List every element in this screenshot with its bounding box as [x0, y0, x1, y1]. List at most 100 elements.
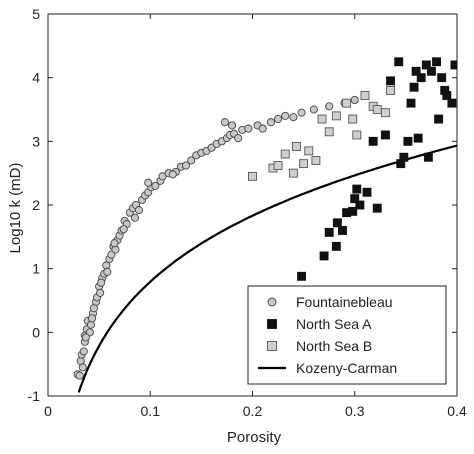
- data-marks: [73, 57, 457, 393]
- north-sea-a-point: [380, 130, 390, 140]
- north-sea-b-point: [299, 159, 309, 169]
- fountainebleau-point: [325, 102, 334, 111]
- north-sea-a-point: [394, 57, 404, 67]
- north-sea-a-point: [447, 98, 457, 108]
- north-sea-b-point: [331, 111, 341, 121]
- fountainebleau-point: [130, 213, 139, 222]
- north-sea-b-point: [380, 108, 390, 118]
- north-sea-a-point: [437, 73, 447, 83]
- north-sea-b-point: [324, 127, 334, 137]
- legend-label: North Sea B: [296, 338, 372, 354]
- fountainebleau-point: [258, 124, 267, 133]
- kozeny-carman-curve: [77, 144, 457, 393]
- north-sea-a-point: [413, 133, 423, 143]
- y-tick-label: 3: [32, 133, 40, 149]
- fountainebleau-point: [297, 108, 306, 117]
- fountainebleau-point: [134, 206, 144, 215]
- fountainebleau-point: [181, 161, 191, 170]
- north-sea-a-point: [411, 66, 421, 76]
- fountainebleau-point: [87, 314, 97, 323]
- x-tick-label: 0.4: [447, 403, 467, 419]
- north-sea-b-point: [342, 98, 352, 108]
- y-tick-label: 1: [32, 261, 40, 277]
- north-sea-b-point: [386, 85, 395, 95]
- fountainebleau-point: [266, 118, 275, 127]
- legend-label: North Sea A: [296, 316, 372, 332]
- north-sea-a-point: [355, 200, 365, 210]
- north-sea-a-point: [368, 136, 378, 146]
- north-sea-a-point: [432, 57, 441, 67]
- north-sea-a-point: [324, 227, 334, 237]
- x-tick-label: 0: [44, 403, 52, 419]
- legend: Fountainebleau North Sea A North Sea B Koze…: [247, 285, 447, 385]
- north-sea-a-point: [348, 206, 358, 216]
- fountainebleau-point: [78, 363, 87, 372]
- north-sea-a-point: [434, 114, 444, 124]
- north-sea-b-point: [348, 114, 358, 124]
- fountainebleau-point: [158, 172, 167, 181]
- fountainebleau-point: [220, 118, 229, 127]
- fountainebleau-point: [96, 288, 105, 297]
- fountainebleau-point: [227, 121, 237, 130]
- north-sea-b-point: [372, 105, 382, 114]
- fountainebleau-point: [79, 347, 88, 356]
- fountainebleau-point: [168, 170, 177, 179]
- north-sea-a-point: [338, 226, 347, 235]
- north-sea-b-point: [248, 171, 257, 181]
- north-sea-b-point: [273, 161, 283, 170]
- north-sea-b-point: [311, 155, 321, 165]
- y-tick-label: 4: [32, 70, 40, 86]
- fountainebleau-point: [110, 239, 119, 248]
- north-sea-a-point: [409, 82, 419, 92]
- legend-marker: [267, 341, 277, 351]
- north-sea-a-point: [362, 187, 372, 197]
- legend-label: Kozeny-Carman: [296, 360, 397, 376]
- north-sea-b-point: [317, 114, 327, 124]
- north-sea-a-point: [332, 218, 342, 228]
- north-sea-a-point: [331, 241, 341, 251]
- north-sea-a-point: [423, 152, 433, 162]
- fountainebleau-point: [75, 371, 84, 380]
- fountainebleau-point: [309, 105, 318, 114]
- north-sea-a-point: [421, 60, 431, 70]
- fountainebleau-point: [289, 113, 298, 122]
- fountainebleau-point: [151, 181, 160, 190]
- north-sea-b-point: [352, 130, 362, 140]
- fountainebleau-point: [244, 124, 253, 133]
- legend-marker: [267, 297, 277, 307]
- legend-label: Fountainebleau: [296, 294, 393, 310]
- north-sea-a-point: [403, 136, 413, 146]
- y-tick-label: 5: [32, 6, 40, 22]
- north-sea-b-point: [360, 91, 370, 100]
- fountainebleau-point: [187, 156, 196, 165]
- y-tick-label: 0: [32, 324, 40, 340]
- fountainebleau-point: [350, 95, 359, 104]
- fountainebleau-point: [81, 333, 90, 342]
- north-sea-a-point: [386, 76, 395, 86]
- y-axis-label: Log10 k (mD): [7, 163, 24, 254]
- north-sea-a-point: [426, 66, 436, 76]
- north-sea-a-point: [416, 73, 426, 83]
- x-tick-label: 0.1: [141, 403, 161, 419]
- north-sea-b-point: [304, 146, 314, 156]
- north-sea-a-point: [442, 91, 452, 100]
- fountainebleau-point: [97, 278, 106, 287]
- north-sea-b-point: [280, 149, 290, 159]
- x-axis-label: Porosity: [227, 429, 282, 446]
- fountainebleau-point: [103, 267, 112, 276]
- north-sea-a-point: [319, 251, 329, 261]
- north-sea-b-point: [288, 168, 298, 178]
- y-tick-label: -1: [28, 388, 41, 404]
- north-sea-a-point: [297, 271, 307, 281]
- fountainebleau-point: [234, 134, 243, 143]
- fountainebleau-point: [119, 225, 128, 234]
- north-sea-b-point: [292, 141, 301, 151]
- x-tick-label: 0.2: [243, 403, 263, 419]
- north-sea-a-point: [406, 98, 416, 108]
- fountainebleau-point: [281, 111, 290, 120]
- fountainebleau-point: [274, 115, 283, 124]
- legend-marker: [267, 319, 277, 329]
- north-sea-a-point: [372, 203, 382, 213]
- north-sea-a-point: [450, 60, 457, 70]
- x-tick-label: 0.3: [345, 403, 365, 419]
